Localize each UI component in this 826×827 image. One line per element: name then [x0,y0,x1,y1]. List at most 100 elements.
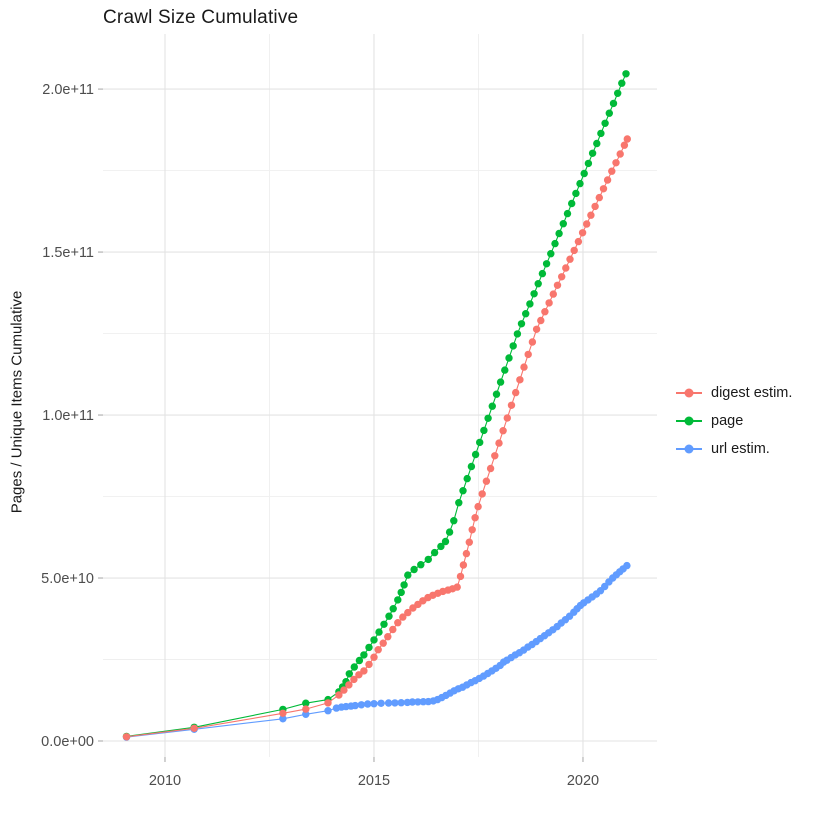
data-point [599,185,608,193]
data-point [476,438,484,447]
data-point [345,681,353,689]
data-point [465,538,473,546]
data-point [482,477,491,485]
data-point [410,565,418,574]
data-point [404,608,412,617]
data-point [578,229,587,237]
data-point [547,250,555,258]
data-point [507,401,516,409]
data-point [549,290,557,298]
data-point [380,620,388,628]
data-point [345,670,353,678]
data-point [375,628,383,636]
data-point [566,255,574,263]
data-point [408,698,417,706]
data-point [492,390,501,398]
y-tick-label: 5.0e+10 [41,571,94,587]
data-point [302,699,310,707]
legend-label: digest estim. [711,385,793,401]
data-point [377,699,385,707]
data-point [622,70,630,78]
y-tick-label: 1.5e+11 [42,245,94,261]
data-point [279,709,287,717]
data-point [424,555,432,564]
data-point [605,109,613,117]
data-point [414,698,422,706]
data-point [542,260,551,268]
data-point [379,639,387,647]
data-point [616,150,624,158]
legend-label: page [711,413,744,429]
data-point [559,220,567,228]
data-point [496,378,505,386]
data-point [570,246,578,255]
data-point [583,220,591,228]
data-point [351,701,359,710]
chart-title: Crawl Size Cumulative [103,7,299,28]
data-point [335,691,343,699]
data-point [463,474,471,483]
data-point [537,316,545,325]
data-point [455,499,463,507]
y-tick-label: 1.0e+11 [42,408,94,424]
data-point [478,490,486,498]
data-point [503,414,511,422]
data-point [597,129,605,138]
data-point [588,149,597,157]
x-tick-label: 2015 [358,773,390,789]
data-point [609,99,618,108]
data-point [488,402,496,410]
data-point [370,653,378,661]
data-point [397,588,405,597]
data-point [593,139,601,148]
data-point [385,612,393,620]
data-point [528,338,537,346]
data-point [509,342,517,350]
data-point [512,388,520,397]
data-point [437,542,445,551]
data-point [474,502,482,511]
data-point [324,707,332,715]
data-point [501,366,509,374]
data-point [505,354,513,362]
data-point [572,189,580,198]
data-point [360,651,368,659]
data-point [623,135,631,143]
data-point [453,583,461,591]
data-point [495,439,503,447]
data-point [450,517,458,525]
data-point [516,376,524,384]
data-point [399,613,407,621]
data-point [389,625,397,634]
data-point [614,89,622,98]
data-point [302,710,310,718]
data-point [530,290,538,298]
data-point [568,199,576,208]
data-point [603,176,612,184]
data-point [499,427,507,435]
data-point [491,452,499,460]
data-point [430,548,439,557]
data-point [324,699,332,707]
data-point [601,119,609,128]
data-point [558,273,566,281]
data-point [468,526,476,534]
data-point [534,280,542,288]
data-point [350,663,358,671]
legend-item-digest-estim-: digest estim. [676,379,792,407]
data-point [517,320,526,328]
data-point [526,300,534,308]
data-point [574,237,583,246]
data-point [459,487,467,495]
data-point [445,528,454,536]
data-point [459,561,468,569]
legend-key-icon [676,385,702,401]
data-point [279,715,287,723]
data-point [441,537,450,546]
legend-dot-icon [684,444,694,454]
data-point [486,464,495,473]
legend-dot-icon [684,416,694,426]
legend-item-page: page [676,407,792,435]
data-point [364,700,372,708]
